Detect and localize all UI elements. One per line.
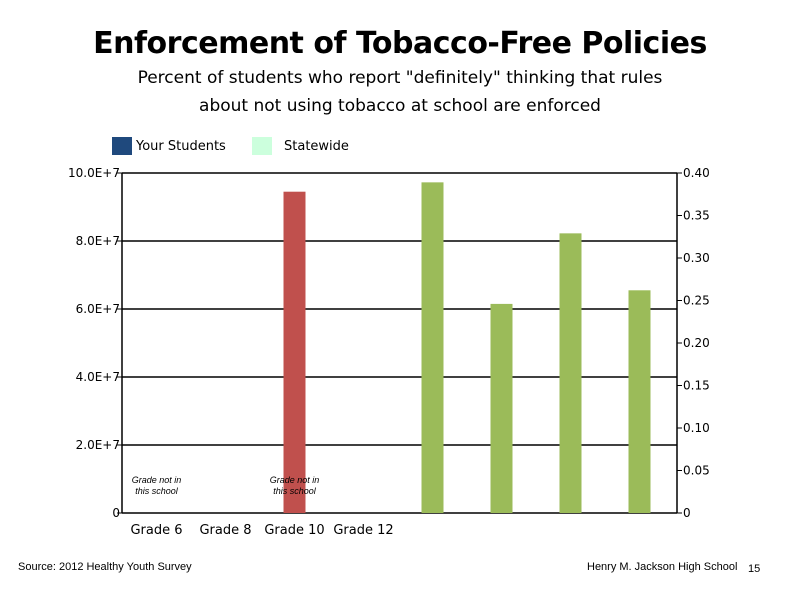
- right-axis-tick-label: 0: [683, 506, 691, 520]
- right-axis-tick-label: 0.10: [683, 421, 710, 435]
- chart-subtitle-line-2: about not using tobacco at school are en…: [199, 96, 601, 116]
- source-note: Source: 2012 Healthy Youth Survey: [18, 561, 192, 573]
- bar-statewide: [421, 182, 444, 513]
- left-axis-tick-label: 8.0E+7: [76, 234, 120, 248]
- right-axis-tick-label: 0.25: [683, 294, 710, 308]
- page-number: 15: [748, 563, 761, 575]
- bar-statewide: [628, 290, 651, 513]
- chart-subtitle-line-1: Percent of students who report "definite…: [137, 68, 663, 88]
- legend-label-statewide: Statewide: [284, 138, 349, 154]
- legend-label-your-students: Your Students: [136, 138, 226, 154]
- left-axis-tick-label: 2.0E+7: [76, 438, 120, 452]
- school-name: Henry M. Jackson High School: [587, 561, 738, 573]
- legend-item-statewide: Statewide: [252, 137, 349, 155]
- right-axis-tick-label: 0.35: [683, 209, 710, 223]
- bar-statewide: [490, 303, 513, 513]
- right-axis-tick-label: 0.15: [683, 379, 710, 393]
- left-axis-tick-label: 4.0E+7: [76, 370, 120, 384]
- left-axis-tick-label: 0: [112, 506, 120, 520]
- bar-statewide: [559, 233, 582, 513]
- right-axis-tick-label: 0.05: [683, 464, 710, 478]
- chart-title: Enforcement of Tobacco-Free Policies: [93, 26, 707, 61]
- grade-not-in-school-note: this school: [273, 486, 317, 496]
- x-axis-category-label: Grade 6: [130, 523, 182, 538]
- grade-not-in-school-note: Grade not in: [270, 475, 320, 485]
- grade-not-in-school-note: this school: [135, 486, 179, 496]
- x-axis-category-label: Grade 10: [264, 523, 324, 538]
- right-axis-tick-label: 0.30: [683, 251, 710, 265]
- legend-swatch-statewide: [252, 137, 272, 155]
- grade-not-in-school-note: Grade not in: [132, 475, 182, 485]
- bar-your-students: [283, 191, 306, 513]
- right-axis-tick-label: 0.20: [683, 336, 710, 350]
- left-axis-tick-label: 10.0E+7: [68, 166, 120, 180]
- legend-swatch-your-students: [112, 137, 132, 155]
- x-axis-category-label: Grade 12: [333, 523, 393, 538]
- right-axis-tick-label: 0.40: [683, 166, 710, 180]
- left-axis-tick-label: 6.0E+7: [76, 302, 120, 316]
- x-axis-category-label: Grade 8: [199, 523, 251, 538]
- legend-item-your-students: Your Students: [112, 137, 226, 155]
